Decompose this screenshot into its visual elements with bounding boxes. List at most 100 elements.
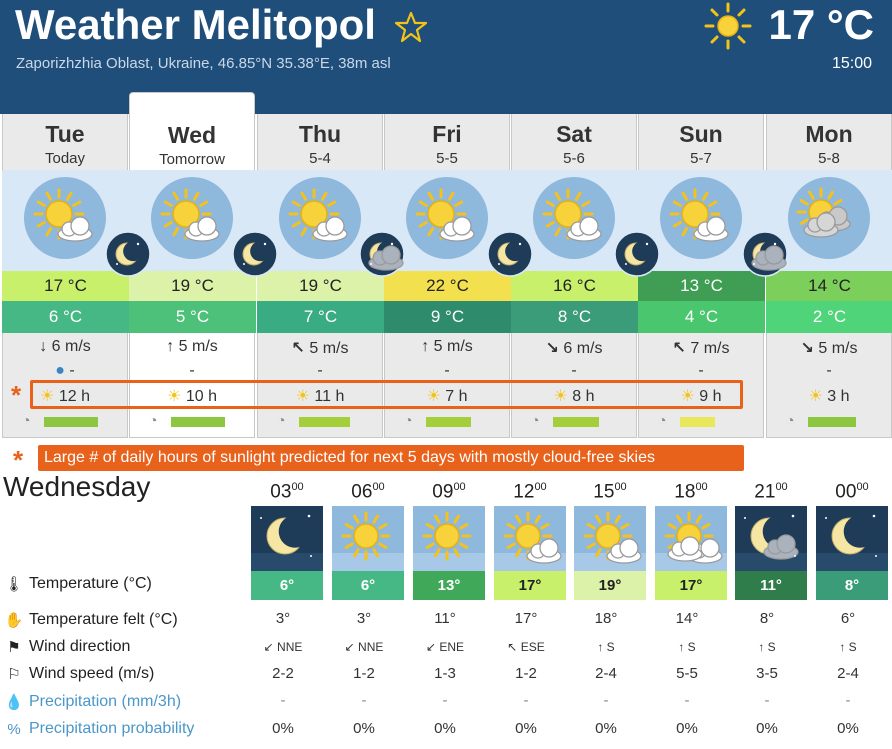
hour-precipitation: -: [684, 692, 690, 709]
hour-wind-speed: 2-4: [595, 665, 617, 682]
uv-icon: ◔: [149, 412, 158, 428]
wind-arrow-icon: ↑: [597, 640, 604, 654]
windsock-icon: ⚑: [7, 639, 21, 656]
sunshine-hours: ☀ 7 h: [426, 388, 468, 405]
hour-temperature: 6°: [332, 571, 404, 600]
max-temperature: 19 °C: [129, 271, 256, 301]
label-temperature-felt: ✋ Temperature felt (°C): [4, 611, 178, 629]
uv-icon: ◔: [22, 412, 31, 428]
sun-small-icon: ☀: [553, 388, 568, 405]
day-weather-icon: [660, 177, 742, 259]
current-temperature: 17 °C: [768, 1, 874, 48]
day-date: 5-6: [563, 150, 585, 167]
uv-icon: ◔: [404, 412, 413, 428]
hour-temperature: 6°: [251, 571, 323, 600]
wind-speed-day: ↖ 7 m/s: [672, 340, 730, 357]
day-date: 5-4: [309, 150, 331, 167]
sun-small-icon: ☀: [295, 388, 310, 405]
sunshine-hours: ☀ 3 h: [808, 388, 850, 405]
hour-wind-speed: 2-4: [837, 665, 859, 682]
hand-icon: ✋: [4, 612, 24, 629]
day-name: Fri: [432, 121, 462, 147]
label-temperature: 🌡 Temperature (°C): [4, 575, 152, 593]
hour-temperature-felt: 3°: [275, 610, 291, 627]
wind-speed-day: ↖ 5 m/s: [291, 340, 349, 357]
percent-drop-icon: %: [7, 720, 21, 738]
precipitation-day: -: [826, 362, 832, 379]
wind-direction-icon: ↘: [545, 340, 559, 357]
precipitation-day: -: [189, 362, 195, 379]
uv-icon: ◔: [786, 412, 795, 428]
hour-wind-direction: ↖ ESE: [507, 640, 545, 654]
hour-weather-icon: [413, 506, 485, 571]
hour-temperature: 13°: [413, 571, 485, 600]
hour-label: 0900: [432, 481, 466, 503]
day-weather-icon: [788, 177, 870, 259]
wind-direction-icon: ↖: [291, 340, 305, 357]
thermometer-icon: 🌡: [4, 576, 24, 593]
uv-icon: ◔: [531, 412, 540, 428]
hour-temperature-felt: 8°: [759, 610, 775, 627]
day-weather-icon: [406, 177, 488, 259]
night-weather-icon: [105, 231, 151, 277]
hour-precipitation: -: [280, 692, 286, 709]
min-temperature: 4 °C: [638, 301, 765, 333]
sun-small-icon: ☀: [680, 388, 695, 405]
wind-speed-day: ↓ 6 m/s: [39, 338, 91, 355]
sunshine-bar: [44, 417, 98, 427]
wind-speed-day: ↑ 5 m/s: [166, 338, 218, 355]
wind-arrow-icon: ↖: [507, 640, 518, 654]
hour-precipitation-probability: 0%: [353, 720, 375, 737]
hour-temperature-felt: 18°: [594, 610, 618, 627]
wind-direction-icon: ↘: [800, 340, 814, 357]
day-weather-icon: [533, 177, 615, 259]
hour-wind-speed: 1-2: [515, 665, 537, 682]
wind-direction-icon: ↑: [421, 338, 430, 355]
flag-icon: ⚐: [7, 666, 21, 683]
day-date: 5-7: [690, 150, 712, 167]
droplet-icon: 💧: [4, 694, 24, 711]
hour-wind-direction: ↑ S: [678, 640, 696, 654]
hour-wind-direction: ↙ NNE: [344, 640, 384, 654]
night-weather-icon: [487, 231, 533, 277]
star-outline-icon[interactable]: [394, 10, 428, 44]
uv-icon: ◔: [658, 412, 667, 428]
hour-label: 0000: [835, 481, 869, 503]
sunshine-hours: ☀ 12 h: [40, 388, 90, 405]
sunshine-bar: [680, 417, 715, 427]
wind-arrow-icon: ↑: [839, 640, 846, 654]
hour-precipitation-probability: 0%: [272, 720, 294, 737]
night-weather-icon: [614, 231, 660, 277]
night-weather-icon: [742, 231, 788, 277]
hour-label: 2100: [754, 481, 788, 503]
hour-wind-direction: ↑ S: [758, 640, 776, 654]
hour-precipitation-probability: 0%: [676, 720, 698, 737]
hour-weather-icon: [574, 506, 646, 571]
night-weather-icon: [359, 231, 405, 277]
wind-arrow-icon: ↙: [344, 640, 355, 654]
sunshine-bar: [808, 417, 856, 427]
sun-icon: [704, 2, 752, 50]
sunlight-highlight-box: [30, 380, 743, 409]
hour-wind-direction: ↑ S: [597, 640, 615, 654]
hour-precipitation: -: [603, 692, 609, 709]
label-wind-speed: ⚐ Wind speed (m/s): [3, 663, 154, 685]
location-subtitle: Zaporizhzhia Oblast, Ukraine, 46.85°N 35…: [16, 55, 391, 72]
hour-wind-direction: ↑ S: [839, 640, 857, 654]
precipitation-day: ● -: [55, 362, 75, 379]
hour-wind-speed: 3-5: [756, 665, 778, 682]
hour-temperature: 8°: [816, 571, 888, 600]
hour-precipitation: -: [845, 692, 851, 709]
day-name: Sun: [679, 121, 723, 147]
hour-label: 1800: [674, 481, 708, 503]
min-temperature: 2 °C: [766, 301, 892, 333]
hour-wind-speed: 1-3: [434, 665, 456, 682]
hour-temperature-felt: 3°: [356, 610, 372, 627]
day-date: Tomorrow: [159, 151, 225, 168]
wind-arrow-icon: ↙: [263, 640, 274, 654]
current-time: 15:00: [831, 55, 872, 72]
max-temperature: 16 °C: [511, 271, 638, 301]
wind-direction-icon: ↓: [39, 338, 48, 355]
hour-weather-icon: [655, 506, 727, 571]
hour-weather-icon: [494, 506, 566, 571]
